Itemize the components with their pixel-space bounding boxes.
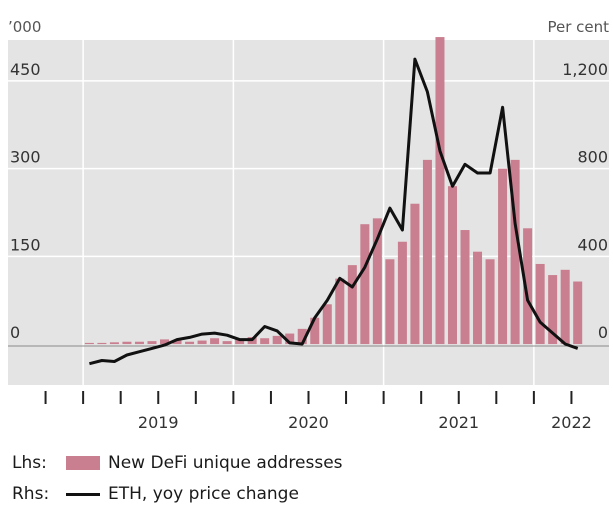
bar [222,341,232,345]
bar [397,241,407,345]
bar [447,186,457,345]
x-tick-label: 2019 [138,413,179,432]
left-tick-label: 150 [10,235,41,254]
legend-line-swatch [66,492,100,496]
bar [573,281,583,345]
bar [335,278,345,345]
bar [548,275,558,345]
eth-price-line [89,57,579,366]
right-tick-label: 1,200 [562,60,608,79]
bar [523,228,533,345]
right-axis-unit: Per cent [547,18,609,36]
bar [347,265,357,345]
bar [285,333,295,345]
right-tick-label: 400 [577,235,608,254]
bar-series [84,37,583,345]
bar [498,168,508,345]
bar [310,317,320,345]
bar [172,340,182,345]
bar [460,230,470,345]
bar [560,269,570,345]
bar [360,224,370,345]
right-tick-label: 800 [577,148,608,167]
gridlines [8,40,609,385]
bar [84,342,94,345]
bar [260,338,270,345]
bar [122,341,132,345]
bar [160,339,170,345]
bar [97,342,107,345]
legend-line-label: ETH, yoy price change [108,484,299,504]
x-tick-label: 2021 [438,413,479,432]
legend-bar-label: New DeFi unique addresses [108,453,343,473]
bar [410,203,420,345]
legend-bar-prefix: Lhs: [12,453,47,473]
bar [535,263,545,345]
x-tick-label: 2022 [551,413,592,432]
bar [510,159,520,345]
left-tick-label: 0 [10,323,20,342]
bar [422,159,432,345]
x-tick-label: 2020 [288,413,329,432]
bar [134,341,144,345]
bar [235,339,245,345]
bar [297,328,307,345]
bar [385,259,395,345]
bar [435,37,445,345]
right-tick-label: 0 [598,323,608,342]
bar [272,335,282,345]
bar [485,259,495,345]
bar [109,342,119,345]
bar [372,218,382,345]
x-axis: 2019 2020 2021 2022 [44,391,592,432]
right-axis-ticks: 0 400 800 1,200 [562,60,608,342]
bar [473,251,483,345]
left-tick-label: 300 [10,148,41,167]
left-axis-ticks: 0 150 300 450 [10,60,41,342]
bar [185,341,195,345]
legend-line-prefix: Rhs: [12,484,50,504]
legend-bar: Lhs: New DeFi unique addresses [12,453,343,473]
bar [197,340,207,345]
left-tick-label: 450 [10,60,41,79]
bar [147,341,157,345]
left-axis-unit: ’000 [8,18,41,36]
legend-bar-swatch [66,456,100,470]
legend-line: Rhs: ETH, yoy price change [12,484,299,504]
bar [322,304,332,345]
bar [210,338,220,345]
